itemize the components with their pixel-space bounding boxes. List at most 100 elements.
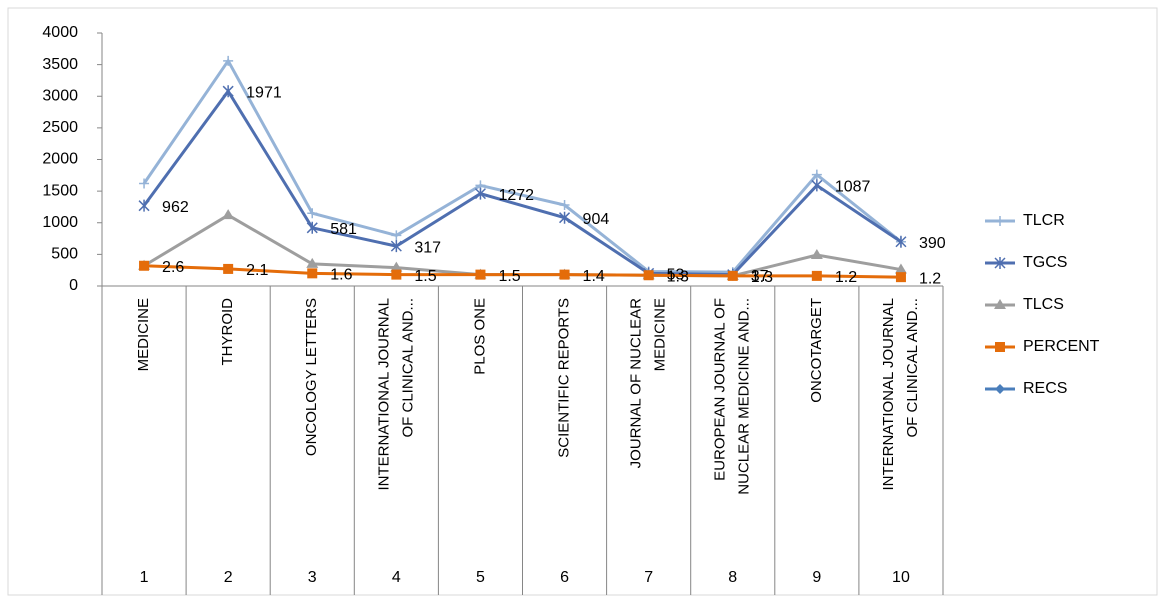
data-label: 1272 [498,187,534,204]
data-label: 962 [162,199,189,216]
data-label: 2.6 [162,259,184,276]
data-label: 53 [667,267,685,284]
marker [811,169,822,180]
category-label: PLOS ONE [471,298,488,375]
y-tick-label: 4000 [42,24,78,41]
marker [139,178,150,189]
marker [391,269,402,280]
data-label: 904 [583,211,610,228]
data-label: 2.1 [246,262,268,279]
rank-label: 8 [728,569,737,586]
rank-label: 5 [476,569,485,586]
category-label: THYROID [219,298,236,366]
marker [810,249,823,260]
category-label: ONCOLOGY LETTERS [303,298,320,456]
data-label: 1.6 [330,267,352,284]
data-label: 390 [919,235,946,252]
y-tick-label: 2000 [42,151,78,168]
x-tick-label: ONCOLOGY LETTERS [303,298,320,456]
y-tick-label: 500 [51,246,78,263]
marker [390,261,403,272]
marker [223,55,234,66]
marker [559,200,570,211]
marker [222,85,234,98]
marker [559,269,570,280]
x-tick-label: INTERNATIONAL JOURNAL [375,298,392,491]
series-line [143,264,901,279]
data-label: 1971 [246,84,282,101]
category-label: INTERNATIONAL JOURNAL OF CLINICAL AND... [375,298,416,491]
legend-marker [994,257,1006,269]
marker [391,230,402,241]
marker [307,208,318,219]
x-tick-label: OF CLINICAL AND... [399,298,416,437]
y-tick-label: 2500 [42,119,78,136]
x-tick-label: MEDICINE [652,298,669,371]
chart-border [7,7,1158,596]
data-label: 37 [751,268,769,285]
legend-marker [994,299,1006,309]
legend-label: TGCS [1023,254,1067,271]
legend-marker [995,384,1005,394]
x-tick-label: INTERNATIONAL JOURNAL [880,298,897,491]
marker [139,260,150,271]
legend-label: RECS [1023,380,1067,397]
x-tick-label: THYROID [219,298,236,366]
legend-marker [995,342,1005,352]
legend-label: PERCENT [1023,338,1100,355]
rank-label: 6 [560,569,569,586]
y-tick-label: 1500 [42,182,78,199]
x-tick-label: SCIENTIFIC REPORTS [556,298,573,458]
data-label: 581 [330,221,357,238]
rank-label: 1 [140,569,149,586]
data-label: 1.2 [919,270,941,287]
x-tick-label: ONCOTARGET [808,298,825,403]
category-label: ONCOTARGET [808,298,825,403]
series-line [142,88,902,277]
marker [222,209,235,220]
data-label: 1.5 [414,268,436,285]
marker [811,179,823,192]
legend-marker [995,216,1005,226]
rank-label: 4 [392,569,401,586]
y-tick-label: 3500 [42,56,78,73]
marker [223,263,234,274]
series-line [142,57,902,274]
marker [643,270,654,281]
category-label: SCIENTIFIC REPORTS [556,298,573,458]
rank-label: 9 [812,569,821,586]
x-tick-label: NUCLEAR MEDICINE AND... [736,298,753,495]
category-label: MEDICINE [135,298,152,371]
rank-label: 2 [224,569,233,586]
data-label: 1.2 [835,269,857,286]
data-label: 317 [414,239,441,256]
marker [895,272,906,283]
marker [390,240,402,253]
marker [559,211,571,224]
data-label: 1087 [835,179,871,196]
x-tick-label: EUROPEAN JOURNAL OF [712,298,729,481]
x-tick-label: OF CLINICAL AND... [904,298,921,437]
y-tick-label: 1000 [42,214,78,231]
legend-label: TLCR [1023,212,1065,229]
marker [307,268,318,279]
rank-label: 10 [892,569,910,586]
marker [138,199,150,212]
marker [306,221,318,234]
legend-label: TLCS [1023,296,1064,313]
data-label: 1.3 [751,269,773,286]
x-tick-label: PLOS ONE [471,298,488,375]
y-tick-label: 0 [69,277,78,294]
marker [306,257,319,268]
category-label: INTERNATIONAL JOURNAL OF CLINICAL AND... [880,298,921,491]
x-tick-label: MEDICINE [135,298,152,371]
marker [811,270,822,281]
rank-label: 7 [644,569,653,586]
marker [894,263,907,274]
data-label: 1.3 [667,268,689,285]
category-label: JOURNAL OF NUCLEAR MEDICINE [628,298,669,468]
data-label: 1.4 [583,268,605,285]
rank-label: 3 [308,569,317,586]
